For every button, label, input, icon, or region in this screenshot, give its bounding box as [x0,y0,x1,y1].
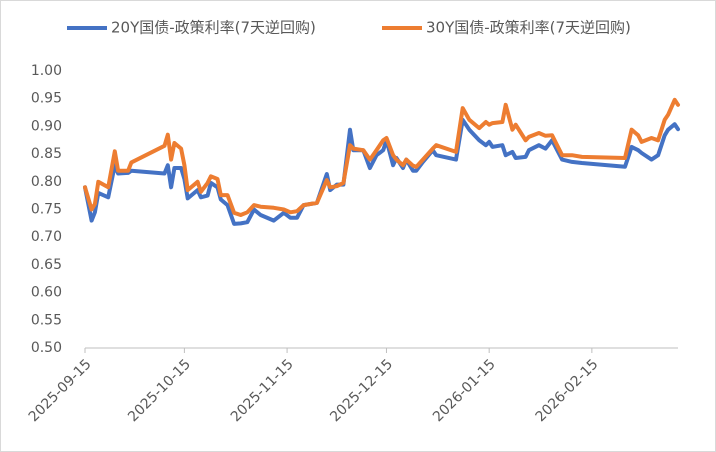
y-tick-label: 0.95 [31,91,62,107]
y-tick-label: 0.65 [31,257,62,273]
y-tick-label: 0.70 [31,229,62,245]
y-tick-label: 0.85 [31,146,62,162]
y-tick-label: 0.75 [31,202,62,218]
y-tick-label: 0.55 [31,312,62,328]
y-tick-label: 0.90 [31,118,62,134]
y-tick-label: 1.00 [31,63,62,79]
legend-label: 20Y国债-政策利率(7天逆回购) [111,19,316,37]
y-tick-label: 0.60 [31,285,62,301]
series-line [83,97,680,217]
y-tick-label: 0.50 [31,340,62,356]
y-tick-label: 0.80 [31,174,62,190]
series-line [83,117,680,226]
legend-label: 30Y国债-政策利率(7天逆回购) [426,19,631,37]
